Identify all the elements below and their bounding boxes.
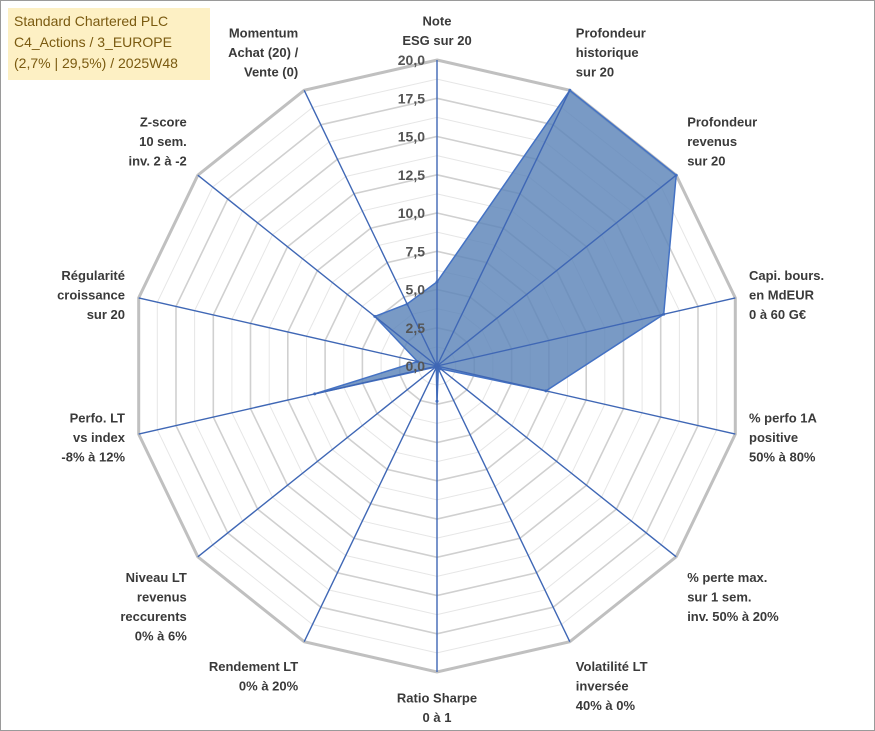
category-label-line: Profondeur	[687, 115, 757, 130]
tick-label: 12,5	[398, 167, 425, 183]
tick-labels: 0,0 2,5 5,0 7,5 10,0 12,5 15,0 17,5 20,0	[398, 52, 425, 374]
axis-spoke	[436, 365, 736, 435]
category-label-line: Momentum	[229, 26, 298, 41]
category-label: Régularité croissance sur 20	[57, 268, 125, 322]
category-label: Note ESG sur 20	[402, 14, 471, 49]
category-label-line: positive	[749, 430, 798, 445]
tick-label: 15,0	[398, 129, 425, 145]
tick-label: 7,5	[406, 243, 426, 259]
category-label-line: sur 20	[687, 154, 725, 169]
category-label-line: 0 à 60 G€	[749, 307, 806, 322]
category-label-line: inv. 50% à 20%	[687, 609, 779, 624]
category-label-line: 0 à 1	[423, 710, 452, 725]
tick-label: 17,5	[398, 90, 425, 106]
axis-spoke	[303, 365, 438, 643]
category-label-line: revenus	[137, 590, 187, 605]
category-label-line: revenus	[687, 134, 737, 149]
category-label-line: en MdEUR	[749, 288, 815, 303]
axis-spoke	[138, 365, 438, 435]
category-label: Z-score 10 sem. inv. 2 à -2	[129, 115, 187, 169]
category-label-line: reccurents	[120, 609, 186, 624]
category-label: Niveau LT revenus reccurents 0% à 6%	[120, 570, 187, 644]
category-label-line: croissance	[57, 288, 125, 303]
category-label: % perte max. sur 1 sem. inv. 50% à 20%	[687, 570, 779, 624]
category-label-line: 0% à 6%	[135, 629, 187, 644]
category-label: Volatilité LT inversée 40% à 0%	[576, 659, 648, 713]
category-label-line: Rendement LT	[209, 659, 298, 674]
tick-label: 20,0	[398, 52, 425, 68]
tick-label: 5,0	[406, 282, 426, 298]
category-label-line: Profondeur	[576, 26, 646, 41]
title-company: Standard Chartered PLC	[14, 13, 169, 29]
category-label-line: sur 20	[87, 307, 125, 322]
axis-spoke	[138, 297, 438, 367]
axis-spoke	[436, 365, 571, 643]
category-label: Capi. bours. en MdEUR 0 à 60 G€	[749, 268, 824, 322]
category-label-line: inv. 2 à -2	[129, 154, 187, 169]
category-label-line: inversée	[576, 678, 629, 693]
title-category: C4_Actions / 3_EUROPE	[14, 34, 172, 50]
category-label: % perfo 1A positive 50% à 80%	[749, 411, 818, 465]
category-label-line: 50% à 80%	[749, 450, 816, 465]
tick-label: 2,5	[406, 320, 426, 336]
axis-spoke	[436, 297, 736, 367]
tick-label: 0,0	[406, 358, 426, 374]
axis-spoke	[197, 174, 438, 367]
category-label-line: Ratio Sharpe	[397, 691, 477, 706]
category-label-line: Vente (0)	[244, 65, 298, 80]
category-label-line: -8% à 12%	[61, 450, 125, 465]
category-label-line: 40% à 0%	[576, 698, 636, 713]
category-labels: Note ESG sur 20 Profondeur historique sur 20…	[57, 14, 824, 726]
category-label-line: 10 sem.	[139, 134, 187, 149]
axis-spoke	[436, 365, 677, 558]
category-label-line: 0% à 20%	[239, 678, 299, 693]
category-label-line: Capi. bours.	[749, 268, 824, 283]
category-label-line: historique	[576, 45, 639, 60]
axis-spoke	[303, 89, 438, 367]
category-label: Momentum Achat (20) / Vente (0)	[228, 26, 298, 80]
category-label-line: sur 1 sem.	[687, 590, 751, 605]
category-label: Profondeur revenus sur 20	[687, 115, 757, 169]
category-label-line: Régularité	[61, 268, 125, 283]
title-period: (2,7% | 29,5%) / 2025W48	[14, 55, 178, 71]
category-label-line: Volatilité LT	[576, 659, 648, 674]
category-label: Profondeur historique sur 20	[576, 26, 646, 80]
category-label: Rendement LT 0% à 20%	[209, 659, 299, 694]
tick-label: 10,0	[398, 205, 425, 221]
category-label-line: Z-score	[140, 115, 187, 130]
axis-spokes	[138, 60, 736, 672]
title-box: Standard Chartered PLC C4_Actions / 3_EU…	[8, 8, 210, 80]
axis-spoke	[436, 89, 571, 367]
category-label-line: Perfo. LT	[70, 411, 125, 426]
axis-spoke	[197, 365, 438, 558]
category-label-line: % perte max.	[687, 570, 767, 585]
category-label-line: sur 20	[576, 65, 614, 80]
category-label: Ratio Sharpe 0 à 1	[397, 691, 477, 726]
axis-spoke	[436, 174, 677, 367]
category-label-line: ESG sur 20	[402, 33, 471, 48]
category-label: Perfo. LT vs index -8% à 12%	[61, 411, 125, 465]
category-label-line: Achat (20) /	[228, 45, 298, 60]
category-label-line: vs index	[73, 430, 126, 445]
category-label-line: % perfo 1A	[749, 411, 818, 426]
category-label-line: Niveau LT	[126, 570, 187, 585]
category-label-line: Note	[423, 14, 452, 29]
